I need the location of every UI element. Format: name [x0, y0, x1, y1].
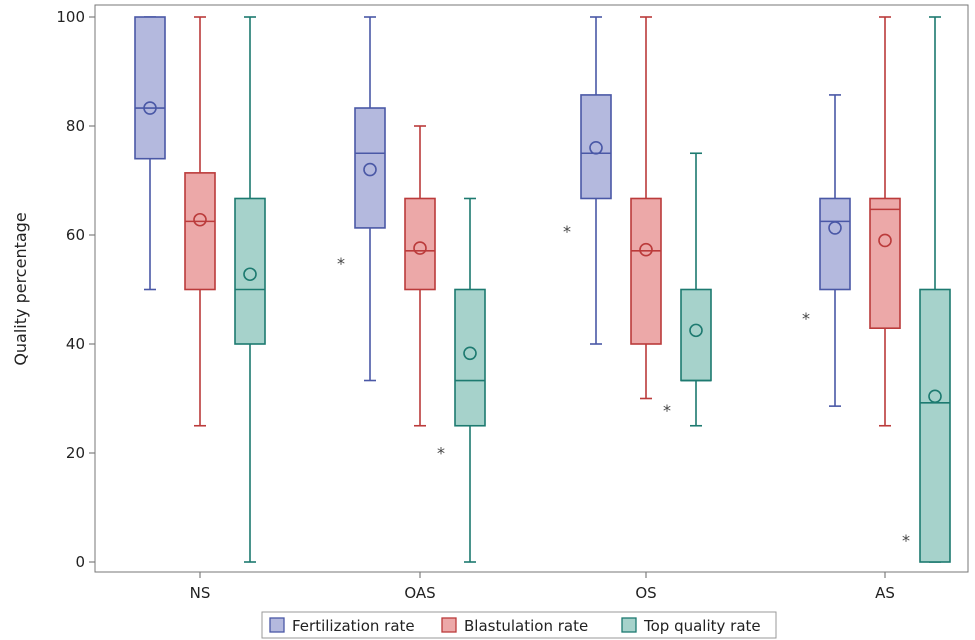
legend: Fertilization rate Blastulation rate Top q…	[261, 611, 777, 639]
mean-marker	[828, 221, 842, 235]
outlier-marker: *	[563, 222, 571, 241]
x-tick-label: OS	[635, 584, 656, 602]
x-tick-label: AS	[875, 584, 895, 602]
box-group	[134, 16, 166, 291]
mean-marker	[589, 141, 603, 155]
y-tick-label: 0	[75, 553, 85, 571]
iqr-box	[630, 197, 662, 345]
box-group: *	[337, 16, 386, 382]
box-group	[630, 16, 662, 400]
y-tick-label: 80	[66, 117, 85, 135]
mean-marker	[878, 233, 892, 248]
mean-marker	[143, 101, 157, 115]
box-group	[404, 125, 436, 427]
iqr-box	[819, 197, 851, 291]
y-tick-label: 60	[66, 226, 85, 244]
legend-label: Top quality rate	[643, 617, 761, 635]
iqr-box	[184, 172, 216, 291]
box-group	[869, 16, 901, 427]
iqr-box	[919, 288, 951, 563]
iqr-box	[134, 16, 166, 160]
legend-frame	[261, 611, 777, 639]
legend-swatch	[269, 617, 285, 633]
plot-frame	[94, 4, 969, 573]
iqr-box	[680, 288, 712, 382]
y-tick-label: 100	[56, 8, 85, 26]
box-group	[184, 16, 216, 427]
box-group: *	[902, 16, 951, 563]
mean-marker	[193, 212, 207, 227]
y-tick-label: 20	[66, 444, 85, 462]
y-axis: 0 20 40 60 80 100	[56, 8, 95, 571]
box-group: *	[663, 152, 712, 427]
mean-marker	[363, 162, 377, 177]
legend-swatch	[621, 617, 637, 633]
plot-area: * * * * * *	[134, 16, 951, 563]
mean-marker	[639, 242, 653, 257]
legend-label: Blastulation rate	[464, 617, 588, 635]
x-tick-label: OAS	[404, 584, 435, 602]
iqr-box	[580, 94, 612, 200]
outlier-marker: *	[902, 531, 910, 550]
mean-marker	[928, 389, 942, 404]
y-axis-title: Quality percentage	[11, 212, 30, 365]
x-axis: NS OAS OS AS	[190, 572, 895, 602]
y-tick-label: 40	[66, 335, 85, 353]
mean-marker	[463, 346, 477, 361]
mean-marker	[243, 267, 257, 282]
mean-marker	[413, 241, 427, 255]
legend-label: Fertilization rate	[292, 617, 415, 635]
box-group: *	[802, 94, 851, 407]
outlier-marker: *	[663, 401, 671, 420]
x-tick-label: NS	[190, 584, 211, 602]
mean-marker	[689, 323, 703, 338]
iqr-box	[869, 197, 901, 329]
box-group: *	[437, 197, 486, 563]
outlier-marker: *	[437, 444, 445, 463]
iqr-box	[404, 197, 436, 291]
iqr-box	[234, 197, 266, 345]
box-group	[234, 16, 266, 563]
iqr-box	[354, 107, 386, 229]
iqr-box	[454, 288, 486, 427]
outlier-marker: *	[337, 254, 345, 273]
outlier-marker: *	[802, 309, 810, 328]
legend-swatch	[441, 617, 457, 633]
box-group: *	[563, 16, 612, 345]
